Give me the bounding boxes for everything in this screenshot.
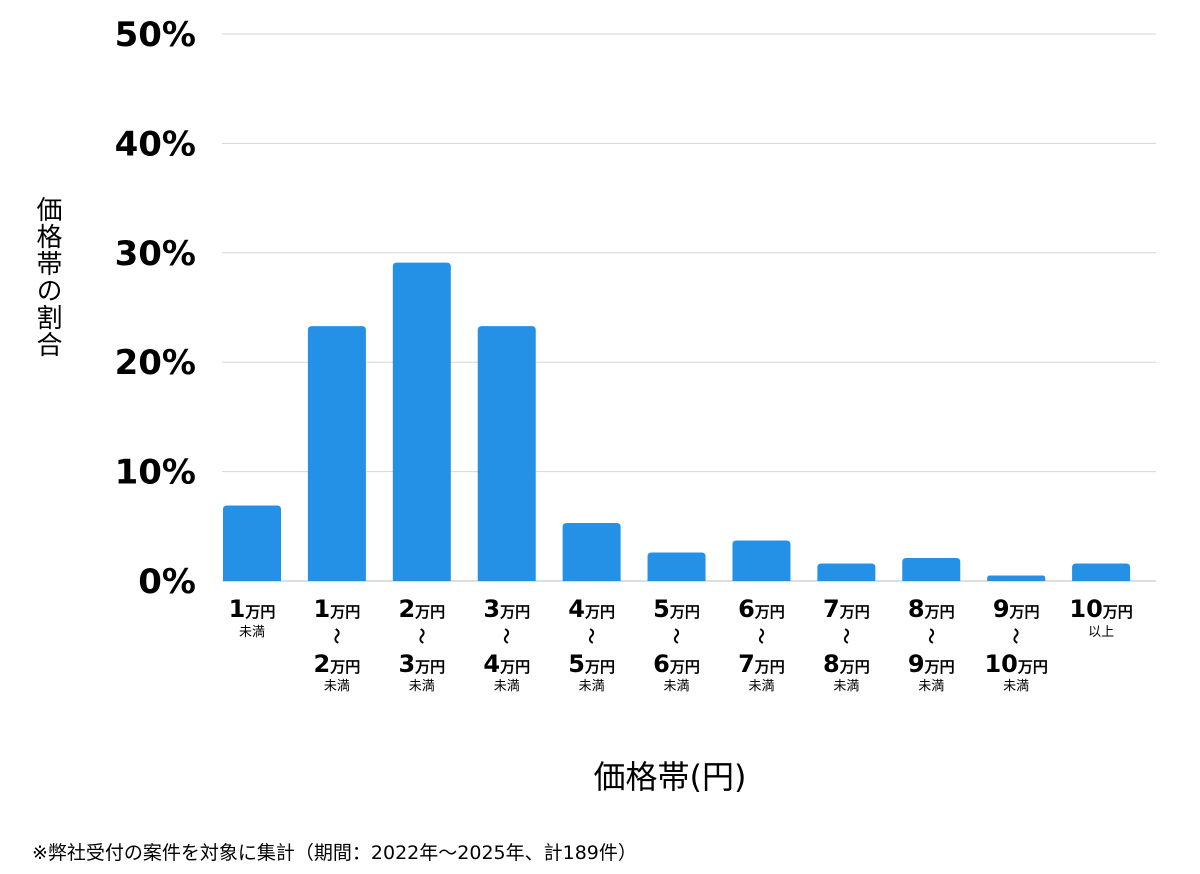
x-tick-label: 8万円: [908, 595, 955, 623]
bar: [817, 563, 876, 581]
x-tick-label: 6万円: [738, 595, 785, 623]
x-tick-range-mark: 〜: [412, 628, 431, 644]
bar: [1072, 563, 1131, 581]
y-tick-label: 30%: [115, 234, 196, 274]
bar: [647, 552, 706, 581]
x-tick-label: 8万円: [823, 650, 870, 678]
bar: [987, 575, 1046, 581]
bar: [223, 505, 281, 581]
x-tick-label: 3万円: [483, 595, 530, 623]
x-tick-label: 9万円: [993, 595, 1040, 623]
x-tick-range-mark: 〜: [836, 628, 855, 644]
bar: [477, 326, 536, 581]
x-tick-range-mark: 〜: [921, 628, 940, 644]
y-tick-label: 40%: [115, 124, 196, 164]
x-tick-label: 2万円: [398, 595, 445, 623]
y-tick-label: 0%: [138, 562, 196, 602]
x-tick-range-mark: 〜: [1006, 628, 1025, 644]
x-tick-sublabel: 未満: [748, 679, 774, 694]
x-tick-range-mark: 〜: [667, 628, 686, 644]
x-tick-sublabel: 未満: [494, 679, 520, 694]
bar: [392, 262, 451, 581]
x-tick-sublabel: 未満: [664, 679, 690, 694]
x-tick-label: 10万円: [1069, 595, 1132, 623]
y-tick-label: 50%: [115, 15, 196, 55]
x-tick-sublabel: 以上: [1088, 625, 1114, 640]
x-tick-label: 1万円: [314, 595, 361, 623]
x-tick-label: 4万円: [568, 595, 615, 623]
bar: [307, 326, 366, 581]
x-tick-sublabel: 未満: [833, 679, 859, 694]
x-tick-label: 5万円: [568, 650, 615, 678]
x-tick-label: 9万円: [908, 650, 955, 678]
y-tick-label: 20%: [115, 343, 196, 383]
x-tick-range-mark: 〜: [582, 628, 601, 644]
x-tick-sublabel: 未満: [918, 679, 944, 694]
x-tick-label: 7万円: [823, 595, 870, 623]
x-tick-label: 10万円: [984, 650, 1047, 678]
x-tick-label: 4万円: [483, 650, 530, 678]
x-tick-range-mark: 〜: [497, 628, 516, 644]
x-axis-label: 価格帯(円): [593, 758, 747, 796]
x-tick-label: 7万円: [738, 650, 785, 678]
x-tick-sublabel: 未満: [579, 679, 605, 694]
y-axis-label: 価格帯の割合: [32, 196, 62, 358]
x-tick-range-mark: 〜: [751, 628, 770, 644]
y-tick-label: 10%: [115, 453, 196, 493]
x-tick-label: 2万円: [314, 650, 361, 678]
x-tick-label: 3万円: [398, 650, 445, 678]
x-tick-label: 5万円: [653, 595, 700, 623]
x-tick-sublabel: 未満: [324, 679, 350, 694]
x-tick-sublabel: 未満: [409, 679, 435, 694]
bar: [732, 540, 791, 581]
x-tick-range-mark: 〜: [327, 628, 346, 644]
footnote: ※弊社受付の案件を対象に集計（期間：2022年〜2025年、計189件）: [32, 842, 637, 864]
bar: [562, 523, 621, 581]
x-tick-label: 1万円: [229, 595, 276, 623]
x-tick-sublabel: 未満: [239, 625, 265, 640]
bar: [902, 558, 961, 581]
x-tick-label: 6万円: [653, 650, 700, 678]
x-tick-sublabel: 未満: [1003, 679, 1029, 694]
